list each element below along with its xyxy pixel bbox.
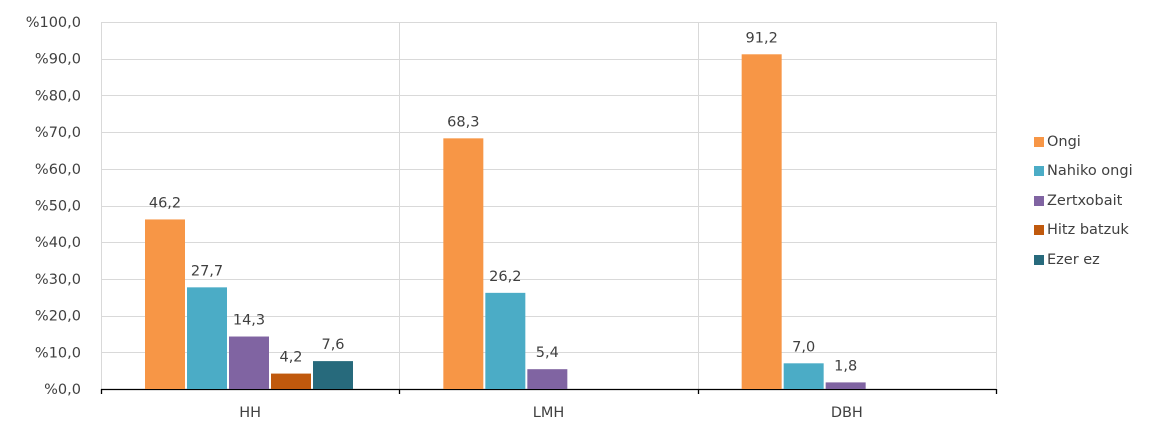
y-tick-label: %10,0	[35, 345, 81, 361]
data-label: 14,3	[233, 313, 265, 329]
data-label: 91,2	[746, 30, 778, 46]
bar	[145, 219, 185, 389]
x-tick-label: LMH	[533, 405, 565, 421]
legend-item: Hitz batzuk	[1034, 216, 1133, 246]
x-tick-label: DBH	[831, 405, 863, 421]
y-tick-label: %90,0	[35, 52, 81, 68]
bar	[783, 363, 824, 389]
y-tick-label: %100,0	[26, 15, 81, 31]
data-label: 46,2	[149, 195, 181, 211]
data-label: 7,0	[792, 339, 815, 355]
y-tick-label: %0,0	[44, 382, 81, 398]
legend-swatch	[1034, 195, 1044, 206]
y-tick-label: %30,0	[35, 272, 81, 288]
bar	[313, 361, 353, 389]
y-tick-label: %40,0	[35, 235, 81, 251]
data-label: 1,8	[834, 358, 857, 374]
bar	[485, 292, 526, 389]
y-tick-label: %70,0	[35, 125, 81, 141]
data-label: 26,2	[489, 269, 521, 285]
data-label: 68,3	[447, 114, 479, 130]
data-label: 27,7	[191, 263, 223, 279]
legend-swatch	[1034, 254, 1044, 265]
bar	[187, 287, 227, 389]
legend-swatch	[1034, 136, 1044, 147]
legend-swatch	[1034, 166, 1044, 177]
legend-item: Ezer ez	[1034, 245, 1133, 275]
legend-label: Ezer ez	[1047, 251, 1100, 268]
bar	[741, 54, 782, 390]
y-tick-label: %20,0	[35, 309, 81, 325]
legend-item: Zertxobait	[1034, 186, 1133, 216]
legend-label: Nahiko ongi	[1047, 163, 1133, 180]
bar	[443, 138, 484, 389]
legend-item: Nahiko ongi	[1034, 157, 1133, 187]
legend-label: Zertxobait	[1047, 192, 1123, 209]
legend: Ongi Nahiko ongi Zertxobait Hitz batzuk Ezer…	[1034, 127, 1133, 275]
data-label: 7,6	[321, 337, 344, 353]
y-tick-label: %80,0	[35, 88, 81, 104]
legend-swatch	[1034, 225, 1044, 236]
y-tick-label: %60,0	[35, 162, 81, 178]
legend-item: Ongi	[1034, 127, 1133, 157]
legend-label: Ongi	[1047, 133, 1081, 150]
y-tick-label: %50,0	[35, 199, 81, 215]
bar	[271, 373, 311, 389]
data-label: 4,2	[279, 350, 302, 366]
legend-label: Hitz batzuk	[1047, 222, 1129, 239]
bar	[825, 382, 866, 389]
data-label: 5,4	[536, 345, 559, 361]
bar	[229, 336, 269, 389]
x-tick-label: HH	[239, 405, 261, 421]
bar	[527, 369, 568, 389]
